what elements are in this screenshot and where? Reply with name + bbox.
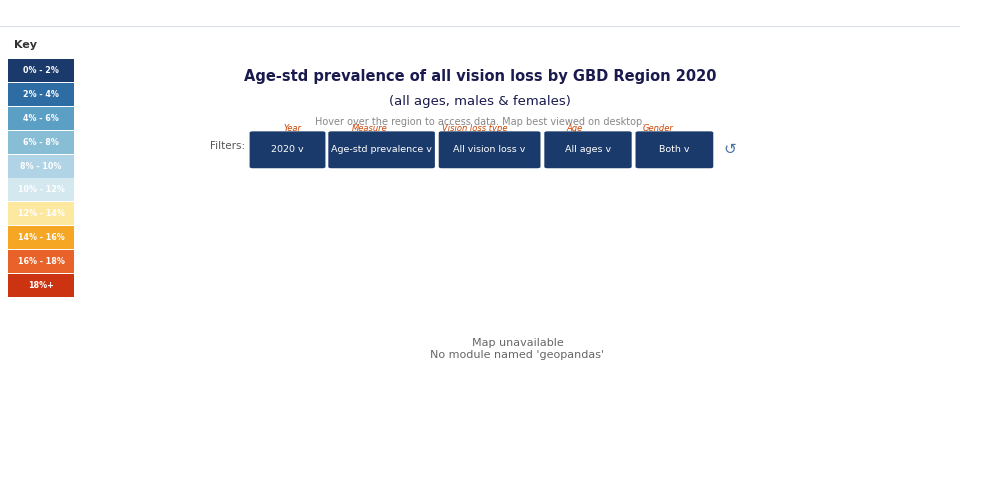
Bar bbox=[8, 250, 74, 273]
Text: 14% - 16%: 14% - 16% bbox=[18, 233, 64, 242]
Text: Map unavailable
No module named 'geopandas': Map unavailable No module named 'geopand… bbox=[430, 338, 605, 359]
Text: 2% - 4%: 2% - 4% bbox=[23, 90, 59, 99]
FancyBboxPatch shape bbox=[544, 132, 632, 168]
Text: 8% - 10%: 8% - 10% bbox=[20, 162, 62, 170]
Text: 0% - 2%: 0% - 2% bbox=[23, 66, 59, 76]
Text: (all ages, males & females): (all ages, males & females) bbox=[389, 96, 571, 108]
Text: Vision loss type: Vision loss type bbox=[442, 124, 508, 134]
Text: Age: Age bbox=[566, 124, 582, 134]
Bar bbox=[8, 60, 74, 82]
FancyBboxPatch shape bbox=[636, 132, 713, 168]
Text: Hover over the region to access data. Map best viewed on desktop.: Hover over the region to access data. Ma… bbox=[315, 117, 645, 127]
Text: Key: Key bbox=[14, 40, 37, 50]
FancyBboxPatch shape bbox=[439, 132, 540, 168]
Text: All ages v: All ages v bbox=[565, 146, 611, 154]
Bar bbox=[8, 83, 74, 106]
Bar bbox=[8, 154, 74, 178]
Text: Vision Atlas  /  Magnitude and Projections  /  GBD Region Map & Estimates of Vis: Vision Atlas / Magnitude and Projections… bbox=[280, 9, 680, 18]
Text: More in this section  ›: More in this section › bbox=[833, 9, 931, 18]
Bar bbox=[8, 131, 74, 154]
Text: Gender: Gender bbox=[642, 124, 673, 134]
Text: 2020 v: 2020 v bbox=[271, 146, 304, 154]
Text: Age-std prevalence of all vision loss by GBD Region 2020: Age-std prevalence of all vision loss by… bbox=[244, 70, 716, 84]
Text: Age-std prevalence v: Age-std prevalence v bbox=[331, 146, 432, 154]
Text: All vision loss v: All vision loss v bbox=[453, 146, 526, 154]
FancyBboxPatch shape bbox=[4, 24, 78, 316]
Bar bbox=[8, 178, 74, 202]
FancyBboxPatch shape bbox=[328, 132, 435, 168]
Text: Both v: Both v bbox=[659, 146, 690, 154]
Bar bbox=[8, 274, 74, 296]
Text: 18%+: 18%+ bbox=[28, 280, 54, 289]
Text: Filters:: Filters: bbox=[210, 142, 245, 152]
Bar bbox=[8, 107, 74, 130]
Text: 12% - 14%: 12% - 14% bbox=[18, 209, 64, 218]
Text: 16% - 18%: 16% - 18% bbox=[18, 257, 64, 266]
Bar bbox=[8, 202, 74, 225]
Text: Year: Year bbox=[284, 124, 302, 134]
Text: 6% - 8%: 6% - 8% bbox=[23, 138, 59, 147]
FancyBboxPatch shape bbox=[250, 132, 325, 168]
Text: 4% - 6%: 4% - 6% bbox=[23, 114, 59, 123]
Bar bbox=[8, 226, 74, 249]
Text: Measure: Measure bbox=[352, 124, 387, 134]
Text: ↺: ↺ bbox=[723, 142, 736, 158]
Text: 10% - 12%: 10% - 12% bbox=[18, 186, 64, 194]
